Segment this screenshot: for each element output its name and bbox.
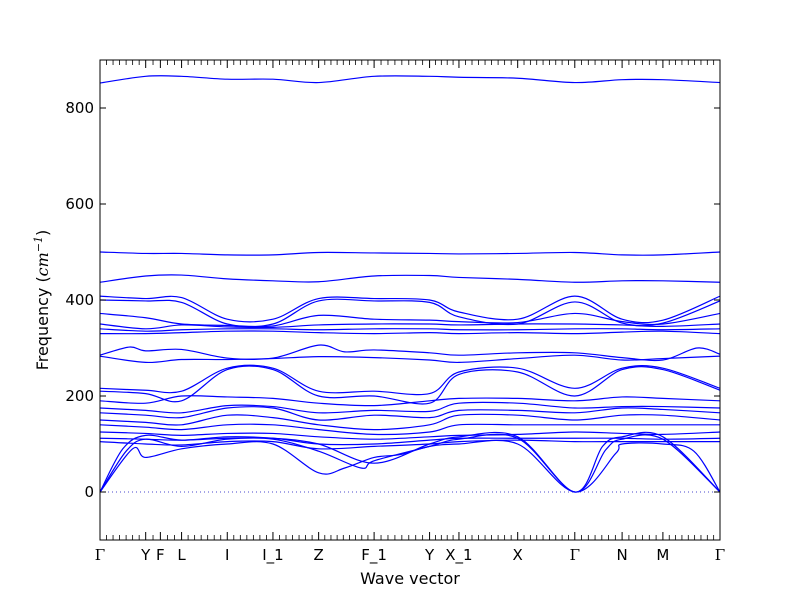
x-tick-label-5: I — [225, 546, 229, 564]
phonon-band-14 — [100, 395, 720, 407]
x-tick-label-3: F — [156, 546, 165, 564]
phonon-band-2 — [100, 251, 720, 256]
phonon-band-3 — [100, 274, 720, 283]
x-tick-label-15: Γ — [715, 546, 725, 564]
phonon-band-23 — [100, 433, 720, 493]
x-tick-label-2: Y — [140, 546, 151, 564]
y-tick-label: 600 — [65, 195, 94, 213]
phonon-band-6 — [100, 312, 720, 328]
y-tick-label: 400 — [65, 291, 94, 309]
y-axis-label-exp: −1 — [32, 236, 45, 252]
phonon-band-16 — [100, 406, 720, 421]
phonon-band-7 — [100, 323, 720, 330]
x-tick-label-6: I_1 — [262, 546, 283, 565]
phonon-band-8 — [100, 328, 720, 332]
y-axis-label-close: ) — [33, 230, 52, 236]
phonon-band-21 — [100, 439, 720, 450]
phonon-band-10 — [100, 344, 720, 362]
y-axis-label-text: Frequency ( — [33, 276, 52, 370]
y-tick-label: 200 — [65, 387, 94, 405]
phonon-band-19 — [100, 431, 720, 440]
y-tick-label: 0 — [84, 483, 94, 501]
phonon-band-15 — [100, 401, 720, 414]
x-tick-label-1: Γ — [95, 546, 105, 564]
x-tick-label-10: X_1 — [445, 546, 472, 565]
x-tick-label-13: N — [616, 546, 627, 564]
x-tick-label-14: M — [656, 546, 669, 564]
phonon-band-9 — [100, 330, 720, 335]
x-tick-label-4: L — [177, 546, 186, 564]
y-tick-label: 800 — [65, 99, 94, 117]
x-tick-label-9: Y — [424, 546, 435, 564]
phonon-band-11 — [100, 354, 720, 364]
phonon-band-12 — [100, 364, 720, 396]
phonon-band-13 — [100, 365, 720, 405]
x-tick-label-12: Γ — [570, 546, 580, 564]
phonon-band-24 — [100, 439, 720, 493]
phonon-band-17 — [100, 413, 720, 431]
x-tick-label-8: F_1 — [361, 546, 387, 565]
x-axis-label: Wave vector — [360, 569, 460, 588]
x-tick-label-7: Z — [313, 546, 323, 564]
plot-area — [100, 75, 720, 493]
phonon-band-18 — [100, 423, 720, 436]
phonon-band-1 — [100, 75, 720, 84]
y-axis-label-unit: cm — [33, 252, 52, 276]
x-tick-label-11: X — [513, 546, 523, 564]
phonon-band-4 — [100, 295, 720, 324]
y-axis-label: Frequency (cm−1) — [32, 230, 52, 371]
